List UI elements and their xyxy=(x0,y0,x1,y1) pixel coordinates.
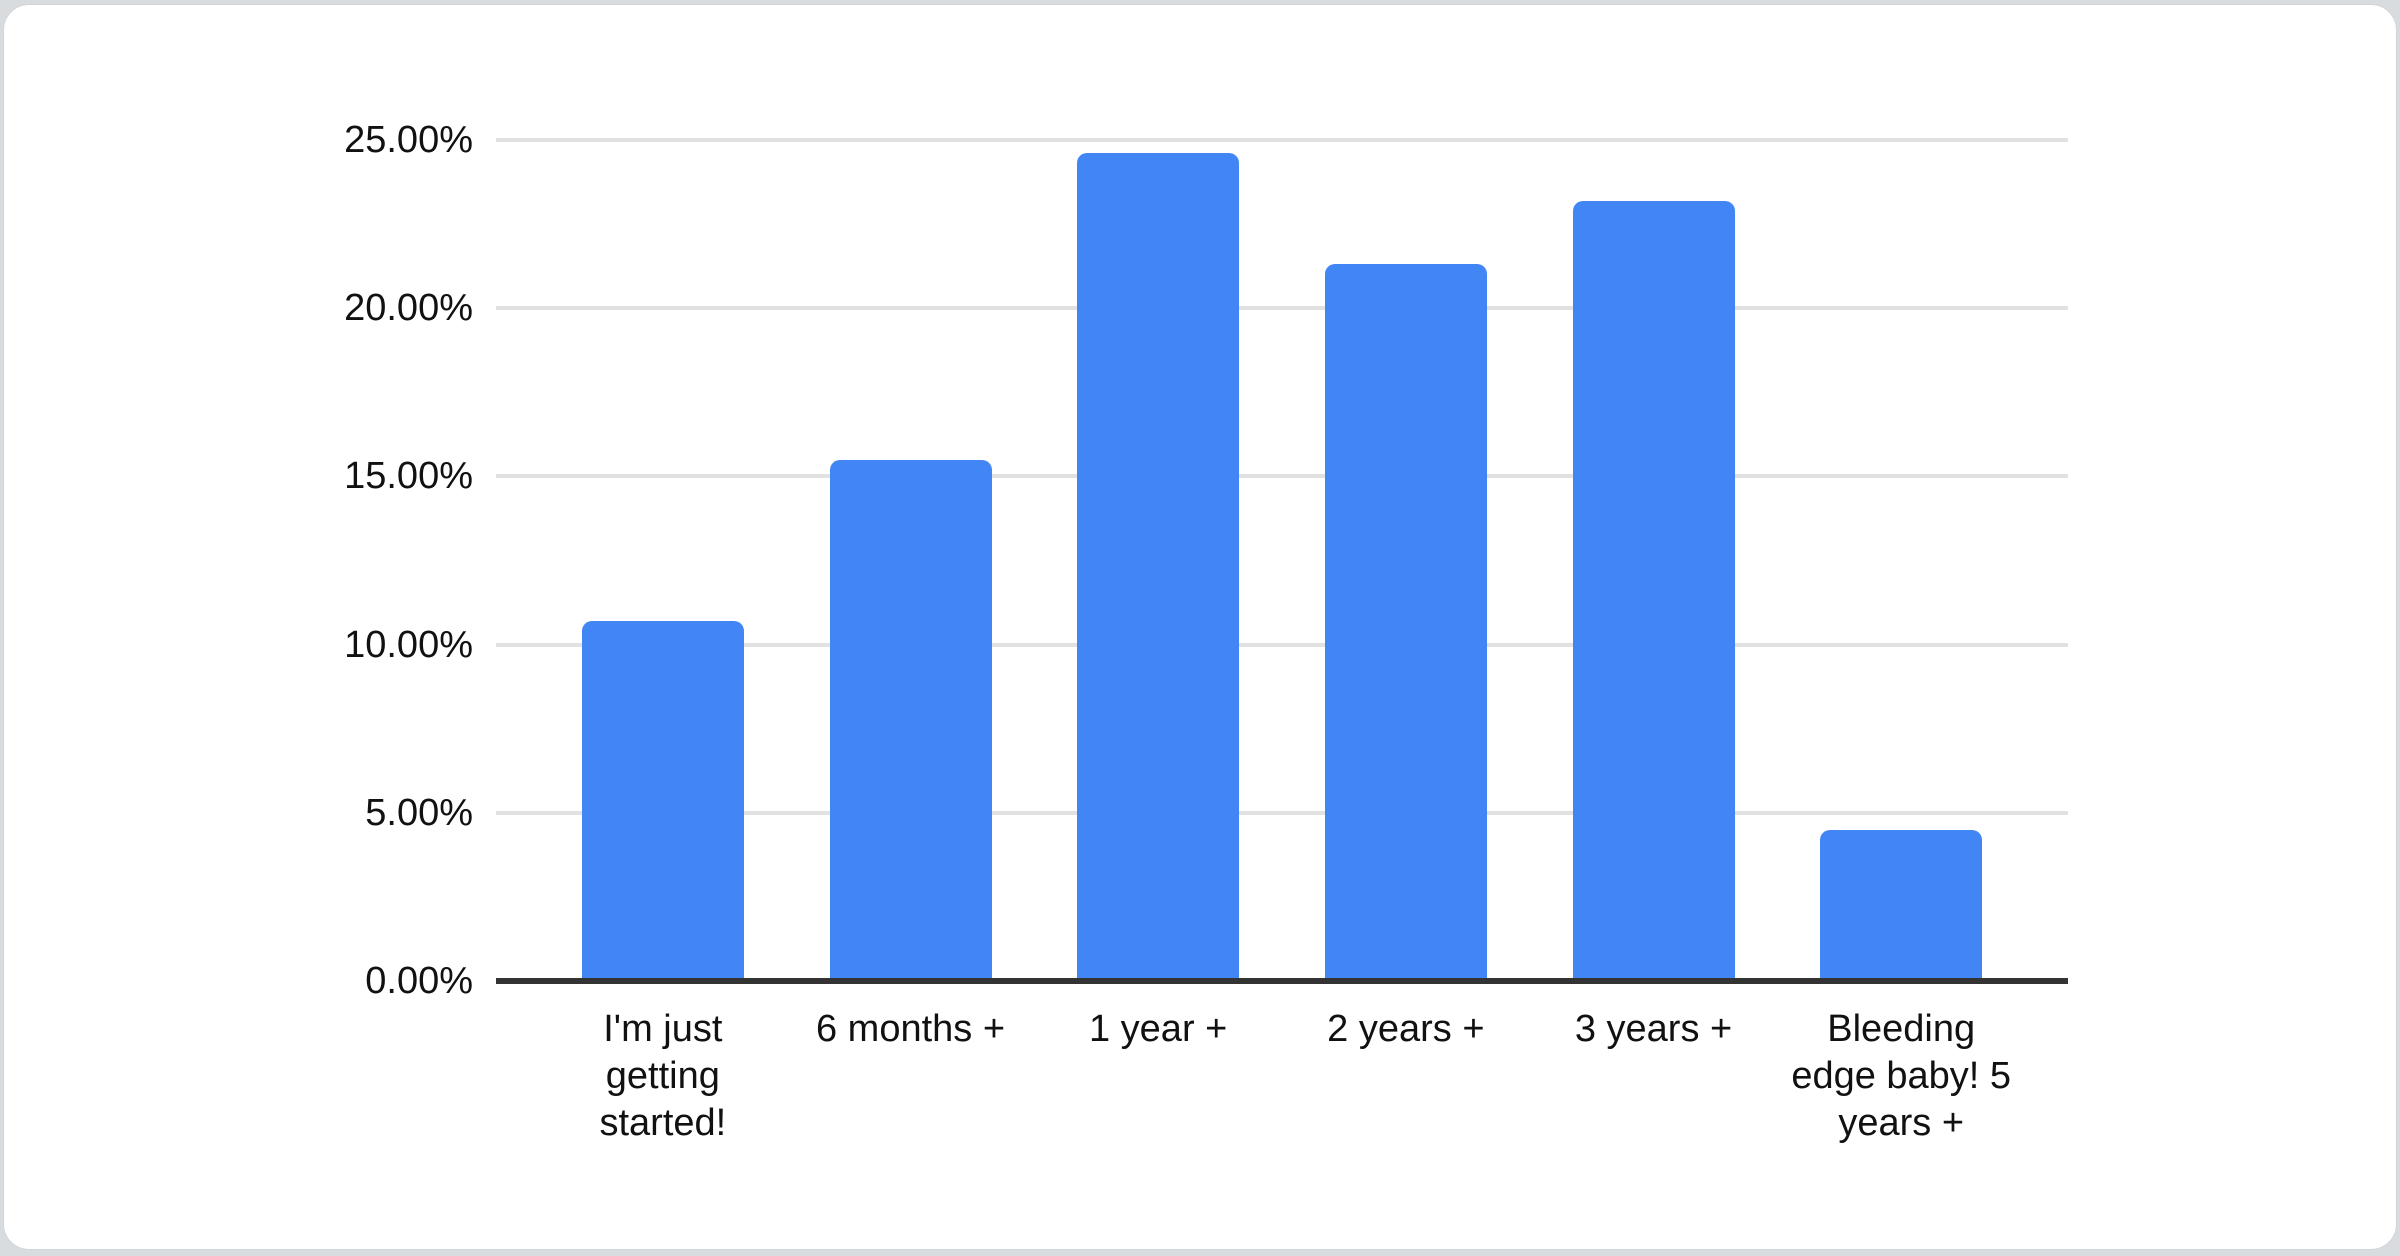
x-axis-category-label: I'm just getting started! xyxy=(599,1008,727,1144)
y-axis-tick-label: 20.00% xyxy=(344,287,473,329)
x-axis-category-label: Bleeding edge baby! 5 years + xyxy=(1791,1008,2012,1144)
gridline xyxy=(496,306,2068,310)
bar-column xyxy=(1282,140,1530,981)
gridline xyxy=(496,138,2068,142)
y-axis-tick-label: 25.00% xyxy=(344,119,473,161)
x-axis-category-label: 6 months + xyxy=(815,1008,1006,1050)
x-axis-line xyxy=(496,978,2068,984)
bar-column xyxy=(1777,140,2025,981)
bar-column xyxy=(787,140,1035,981)
gridline xyxy=(496,643,2068,647)
bar-series xyxy=(496,140,2068,981)
bar-column xyxy=(1530,140,1778,981)
x-axis-category-label: 1 year + xyxy=(1088,1008,1228,1050)
gridline xyxy=(496,474,2068,478)
x-axis-category-label: 2 years + xyxy=(1327,1008,1485,1050)
y-axis-tick-label: 5.00% xyxy=(365,792,473,834)
bar xyxy=(829,459,992,981)
chart-card: 0.00% 5.00% 10.00% 15.00% 20.00% 25.00% I'm j… xyxy=(3,4,2397,1250)
plot-area xyxy=(496,138,2068,984)
x-axis-category-label: 3 years + xyxy=(1574,1008,1733,1050)
x-axis-category-labels: I'm just getting started! 6 months + 1 yea… xyxy=(496,1006,2068,1147)
y-axis-tick-label: 0.00% xyxy=(365,960,473,1002)
bar xyxy=(1572,200,1735,981)
y-axis-tick-labels: 0.00% 5.00% 10.00% 15.00% 20.00% 25.00% xyxy=(4,119,473,1002)
y-axis-tick-label: 15.00% xyxy=(344,455,473,497)
bar xyxy=(1324,264,1487,981)
bar xyxy=(1820,829,1983,981)
y-axis-tick-label: 10.00% xyxy=(344,624,473,666)
bar-column xyxy=(539,140,787,981)
bar xyxy=(1077,153,1240,981)
gridline xyxy=(496,811,2068,815)
bar-column xyxy=(1034,140,1282,981)
bar xyxy=(581,621,744,981)
